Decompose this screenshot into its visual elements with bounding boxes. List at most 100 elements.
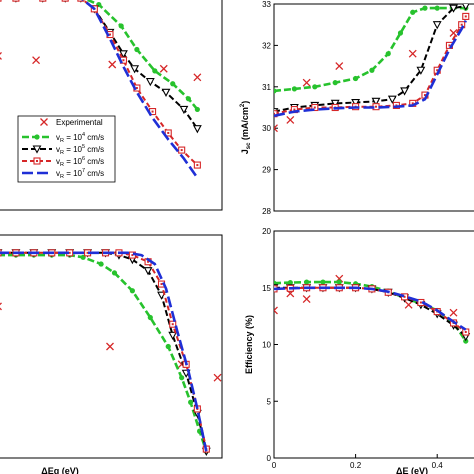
y-tick-label: 0: [267, 454, 272, 463]
series-red-point-core: [131, 254, 134, 257]
series-black-point: [400, 87, 409, 96]
series-black-point: [192, 125, 202, 134]
series-red-point-core: [135, 87, 138, 90]
series-red-point: [77, 0, 85, 2]
series-red-point: [12, 0, 20, 2]
legend-label: vR = 104 cm/s: [56, 132, 104, 144]
series-green-point: [129, 288, 135, 294]
series-black-line: [0, 251, 208, 452]
x-axis-title: ΔE (eV): [396, 466, 428, 474]
series-red-line: [0, 251, 208, 450]
legend-marker-experimental: [40, 118, 48, 126]
series-black-point: [387, 95, 397, 104]
series-red-point-core: [464, 331, 467, 334]
series-black-point: [119, 50, 128, 59]
series-red-point-core: [151, 110, 154, 113]
series-red-line: [274, 15, 467, 115]
series-x-point: [408, 49, 417, 58]
series-red-point-core: [293, 108, 296, 111]
series-black-point: [168, 331, 178, 341]
series-black-point: [161, 88, 171, 97]
series-green-point: [170, 81, 176, 87]
x-tick-label: 0.2: [350, 461, 362, 470]
series-green-point: [188, 399, 194, 405]
y-tick-label: 10: [262, 341, 271, 350]
y-tick-label: 5: [267, 397, 272, 406]
x-axis-title: ΔEg (eV): [41, 466, 78, 474]
series-red-point: [39, 0, 47, 2]
panel-bl: ΔEg (eV): [0, 234, 223, 474]
series-black-point: [179, 105, 189, 115]
series-blue-line: [274, 20, 467, 118]
series-x-point: [213, 373, 222, 382]
series-red-point: [61, 0, 69, 2]
series-x-point: [335, 62, 344, 71]
legend-marker-green: [34, 134, 40, 140]
series-green-point: [147, 314, 153, 321]
series-green-point: [274, 88, 277, 94]
series-red-point-core: [147, 260, 150, 263]
series-green-point: [422, 5, 428, 11]
series-red-point-core: [313, 106, 316, 109]
series-red-point-core: [436, 69, 439, 72]
series-x-point: [302, 295, 311, 304]
series-green-point: [320, 279, 326, 285]
legend-label: Experimental: [56, 118, 103, 127]
series-black-point: [145, 78, 155, 87]
series-green-point: [332, 80, 338, 86]
legend-label: vR = 105 cm/s: [56, 144, 104, 156]
series-x-point: [404, 300, 413, 309]
plot-frame: [273, 230, 474, 459]
panel-br: 0 5 10 15 20 0 0.2 0.4 Efficiency (%) ΔE (eV): [244, 227, 474, 474]
series-black-point: [330, 99, 340, 109]
plot-frame: [0, 0, 223, 211]
series-green-point: [312, 84, 318, 90]
series-x-point: [193, 73, 202, 82]
series-red-point-core: [411, 102, 414, 105]
series-green-point: [397, 30, 404, 36]
series-red-point-core: [167, 131, 170, 134]
series-red-point-core: [464, 15, 467, 18]
series-red-point-core: [68, 251, 71, 254]
series-green-point: [287, 280, 293, 286]
series-red-point: [0, 0, 2, 2]
series-black-point: [449, 4, 458, 13]
series-blue-line: [274, 286, 467, 331]
series-red-point: [274, 110, 278, 118]
series-green-point: [410, 9, 416, 15]
x-tick-label: 0: [272, 461, 277, 470]
series-green-point: [185, 96, 191, 102]
y-tick-label: 33: [262, 0, 271, 9]
series-green-point: [194, 106, 200, 113]
series-x-point: [0, 302, 2, 311]
series-red-point-core: [180, 149, 183, 152]
series-x-point: [159, 64, 168, 73]
legend-marker-black: [32, 145, 42, 154]
y-tick-label: 15: [262, 284, 271, 293]
series-green-point: [118, 23, 124, 29]
series-layer: [0, 0, 202, 179]
series-red-point-core: [375, 105, 377, 108]
series-red-point-core: [171, 323, 174, 326]
plot-frame: [0, 234, 223, 459]
series-red-point-core: [160, 283, 163, 286]
y-tick-label: 20: [262, 227, 271, 236]
series-red-point-core: [196, 164, 199, 167]
series-green-point: [291, 86, 297, 92]
series-green-point: [111, 270, 118, 276]
series-green-line: [0, 253, 208, 452]
series-red-point-core: [274, 112, 275, 115]
series-x-point: [286, 115, 295, 124]
series-green-point: [165, 343, 171, 350]
series-green-point: [336, 279, 342, 285]
series-x-point: [108, 60, 117, 69]
panel-tr: 28 29 30 31 32 33 Jsc (mA/cm2): [240, 0, 474, 216]
series-x-point: [0, 51, 2, 60]
series-green-point: [152, 68, 158, 74]
series-x-point: [449, 308, 458, 317]
series-red-point-core: [460, 23, 463, 26]
legend-marker-red-core: [36, 160, 38, 162]
series-green-point: [304, 279, 310, 285]
